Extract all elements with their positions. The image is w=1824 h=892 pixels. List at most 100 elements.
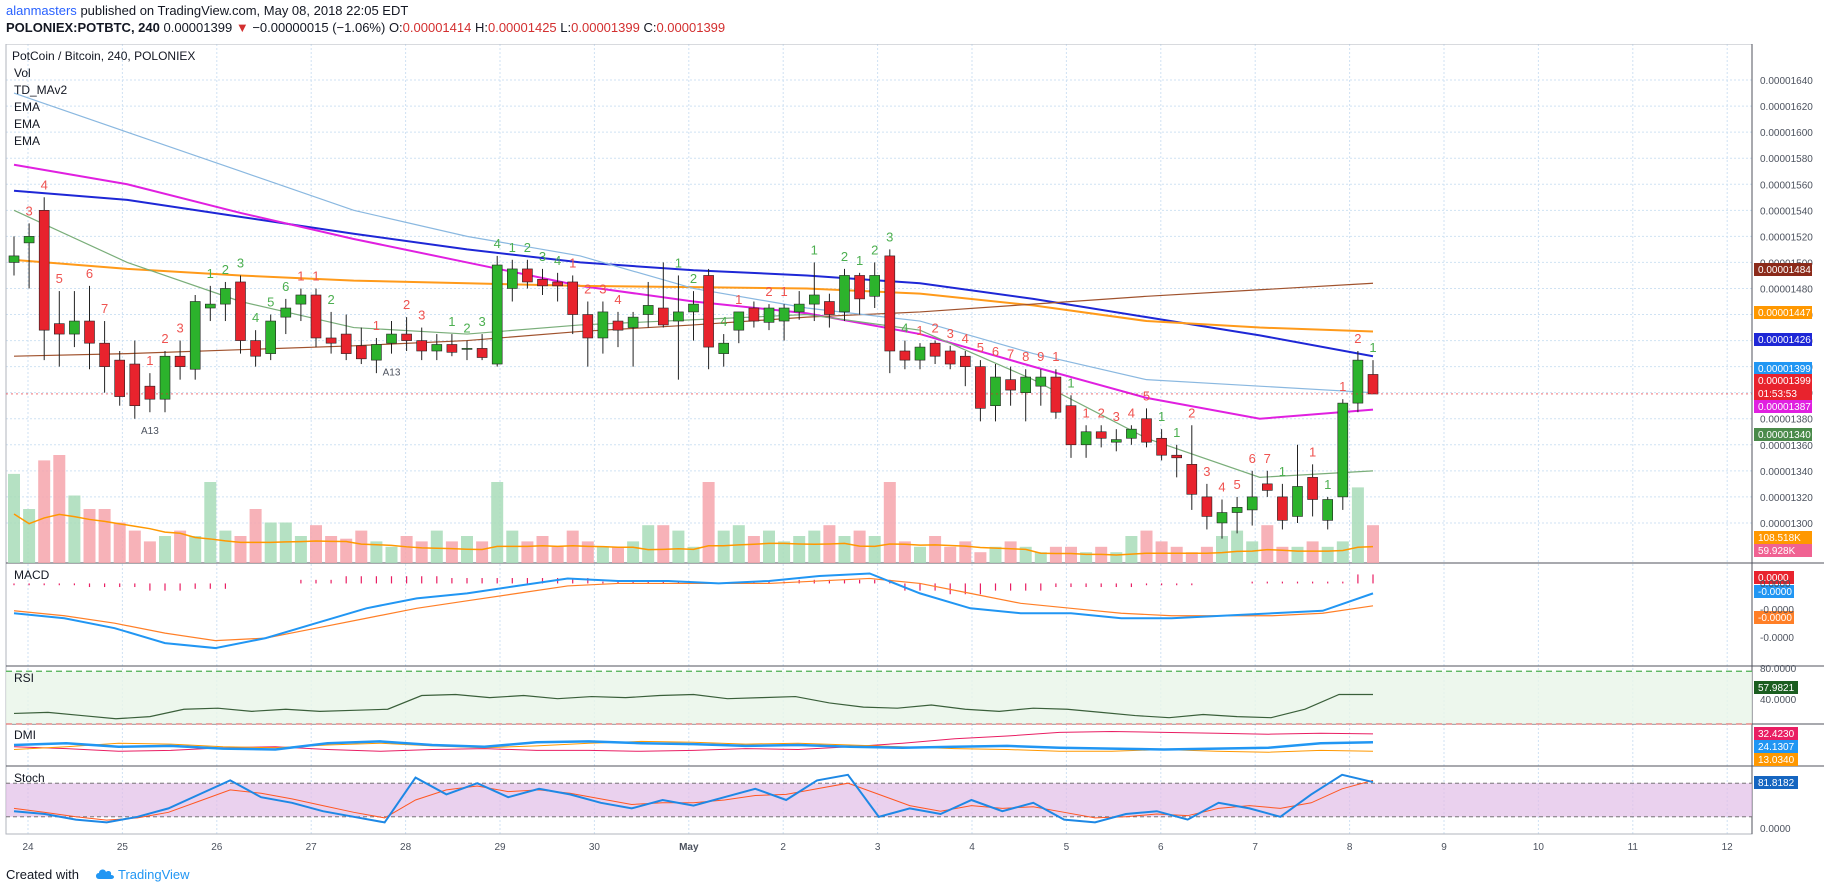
high-value: 0.00001425 xyxy=(487,20,557,35)
volume-bar xyxy=(566,530,579,563)
volume-bar xyxy=(687,546,700,563)
publish-line: alanmasters published on TradingView.com… xyxy=(6,3,408,18)
candle-body xyxy=(325,337,337,344)
volume-bar xyxy=(415,541,428,563)
high-label: H: xyxy=(474,20,488,35)
volume-bar xyxy=(732,525,745,563)
price-tick-label: 0.00001620 xyxy=(1760,102,1813,113)
td-count-label: 3 xyxy=(1203,464,1210,479)
td-count-label: 2 xyxy=(584,282,591,297)
volume-bar xyxy=(279,522,292,563)
rsi-tag-label: 57.9821 xyxy=(1758,683,1795,694)
adx-line xyxy=(13,740,1374,751)
td-count-label: 1 xyxy=(312,268,319,283)
candle-body xyxy=(642,305,654,315)
candle-body xyxy=(476,348,488,358)
dmi-tag-label: 24.1307 xyxy=(1758,742,1795,753)
candle-body xyxy=(854,275,865,300)
price-tag-label: 59.928K xyxy=(1758,546,1796,557)
legend-entry: EMA xyxy=(14,134,40,148)
chart-header: alanmasters published on TradingView.com… xyxy=(0,0,1824,44)
macd-line xyxy=(13,572,1374,650)
candle-body xyxy=(1095,431,1107,439)
td-count-label: 6 xyxy=(282,279,289,294)
price-tick-label: 0.00001320 xyxy=(1760,493,1813,504)
time-tick-label: 11 xyxy=(1628,842,1639,853)
time-tick-label: 8 xyxy=(1347,842,1353,853)
author-link[interactable]: alanmasters xyxy=(6,3,77,18)
price-tick-label: 0.00001520 xyxy=(1760,232,1813,243)
stoch-d-line xyxy=(13,779,1374,821)
td-count-label: 2 xyxy=(524,240,531,255)
time-tick-label: 12 xyxy=(1722,842,1734,853)
td-count-label: 3 xyxy=(947,326,954,341)
price-tick-label: 0.00001540 xyxy=(1760,206,1813,217)
price-tag xyxy=(1754,306,1812,319)
candle-body xyxy=(1141,418,1152,443)
volume-bar xyxy=(294,536,307,563)
tradingview-brand[interactable]: TradingView xyxy=(118,867,190,882)
volume-bar xyxy=(914,546,926,563)
td-count-label: 5 xyxy=(267,295,274,310)
volume-bar xyxy=(1004,541,1017,563)
symbol-ohlc-line: POLONIEX:POTBTC, 240 0.00001399 ▼ −0.000… xyxy=(6,20,725,35)
volume-bar xyxy=(234,536,247,563)
macd-tag xyxy=(1754,611,1794,624)
price-axis[interactable]: 0.000013000.000013200.000013400.00001360… xyxy=(1754,76,1813,835)
candle-body xyxy=(763,307,775,323)
volume-bar xyxy=(551,546,564,563)
price-tick-label: 0.00001340 xyxy=(1760,467,1813,478)
candle-body xyxy=(1322,499,1333,521)
macd-tick-label: -0.0000 xyxy=(1760,605,1794,616)
td-count-label: 4 xyxy=(901,321,908,336)
td-count-label: 3 xyxy=(237,255,244,270)
candle-body xyxy=(491,264,503,365)
candle-body xyxy=(1231,507,1243,513)
volume-bar xyxy=(1276,546,1289,563)
td-count-label: 2 xyxy=(871,242,878,257)
time-tick-label: 10 xyxy=(1533,842,1545,853)
candle-body xyxy=(1126,428,1137,439)
price-tag xyxy=(1754,333,1812,346)
volume-bar xyxy=(143,541,156,563)
volume-bar xyxy=(883,482,896,563)
stoch-title: Stoch xyxy=(14,771,45,785)
macd-tag-label: 0.0000 xyxy=(1758,573,1789,584)
volume-bar xyxy=(808,530,821,563)
volume-bar xyxy=(128,530,141,563)
stoch-tag-label: 81.8182 xyxy=(1758,778,1795,789)
td-count-label: 3 xyxy=(176,321,183,336)
time-axis[interactable]: 24 25 26 27 28 29 30 May 2 3 4 5 6 7 8 9 10 11 12 xyxy=(22,842,1733,853)
volume-bar xyxy=(657,525,670,563)
time-tick-label: 30 xyxy=(589,842,601,853)
volume-bar xyxy=(1049,546,1062,563)
td-count-label: 2 xyxy=(327,292,334,307)
chart-panes xyxy=(5,44,1824,835)
macd-tag xyxy=(1754,585,1794,598)
td-count-label: 5 xyxy=(56,271,63,286)
candle-body xyxy=(1216,512,1228,524)
candle-body xyxy=(884,255,896,352)
price-tag-label: 01:53:53 xyxy=(1758,389,1797,400)
candle-body xyxy=(205,303,216,309)
td-count-label: 1 xyxy=(1324,477,1331,492)
price-tag xyxy=(1754,387,1812,400)
price-tag-label: 0.00001484 xyxy=(1758,265,1811,276)
volume-bar xyxy=(204,482,217,563)
volume-bar xyxy=(642,525,655,563)
candle-body xyxy=(824,301,835,315)
macd-tag xyxy=(1754,571,1794,584)
td-count-label: 3 xyxy=(1113,409,1120,424)
candle-body xyxy=(1186,464,1198,495)
td-count-label: 5 xyxy=(977,340,984,355)
price-tick-label: 0.00001580 xyxy=(1760,154,1813,165)
dmi-tag xyxy=(1754,727,1798,740)
legend-entry: Vol xyxy=(14,66,31,80)
volume-bar xyxy=(1155,541,1168,563)
td-count-label: 2 xyxy=(403,297,410,312)
candle-body xyxy=(401,333,412,341)
dmi-title: DMI xyxy=(14,728,36,742)
candle-body xyxy=(1337,402,1349,498)
price-tag xyxy=(1754,544,1812,557)
